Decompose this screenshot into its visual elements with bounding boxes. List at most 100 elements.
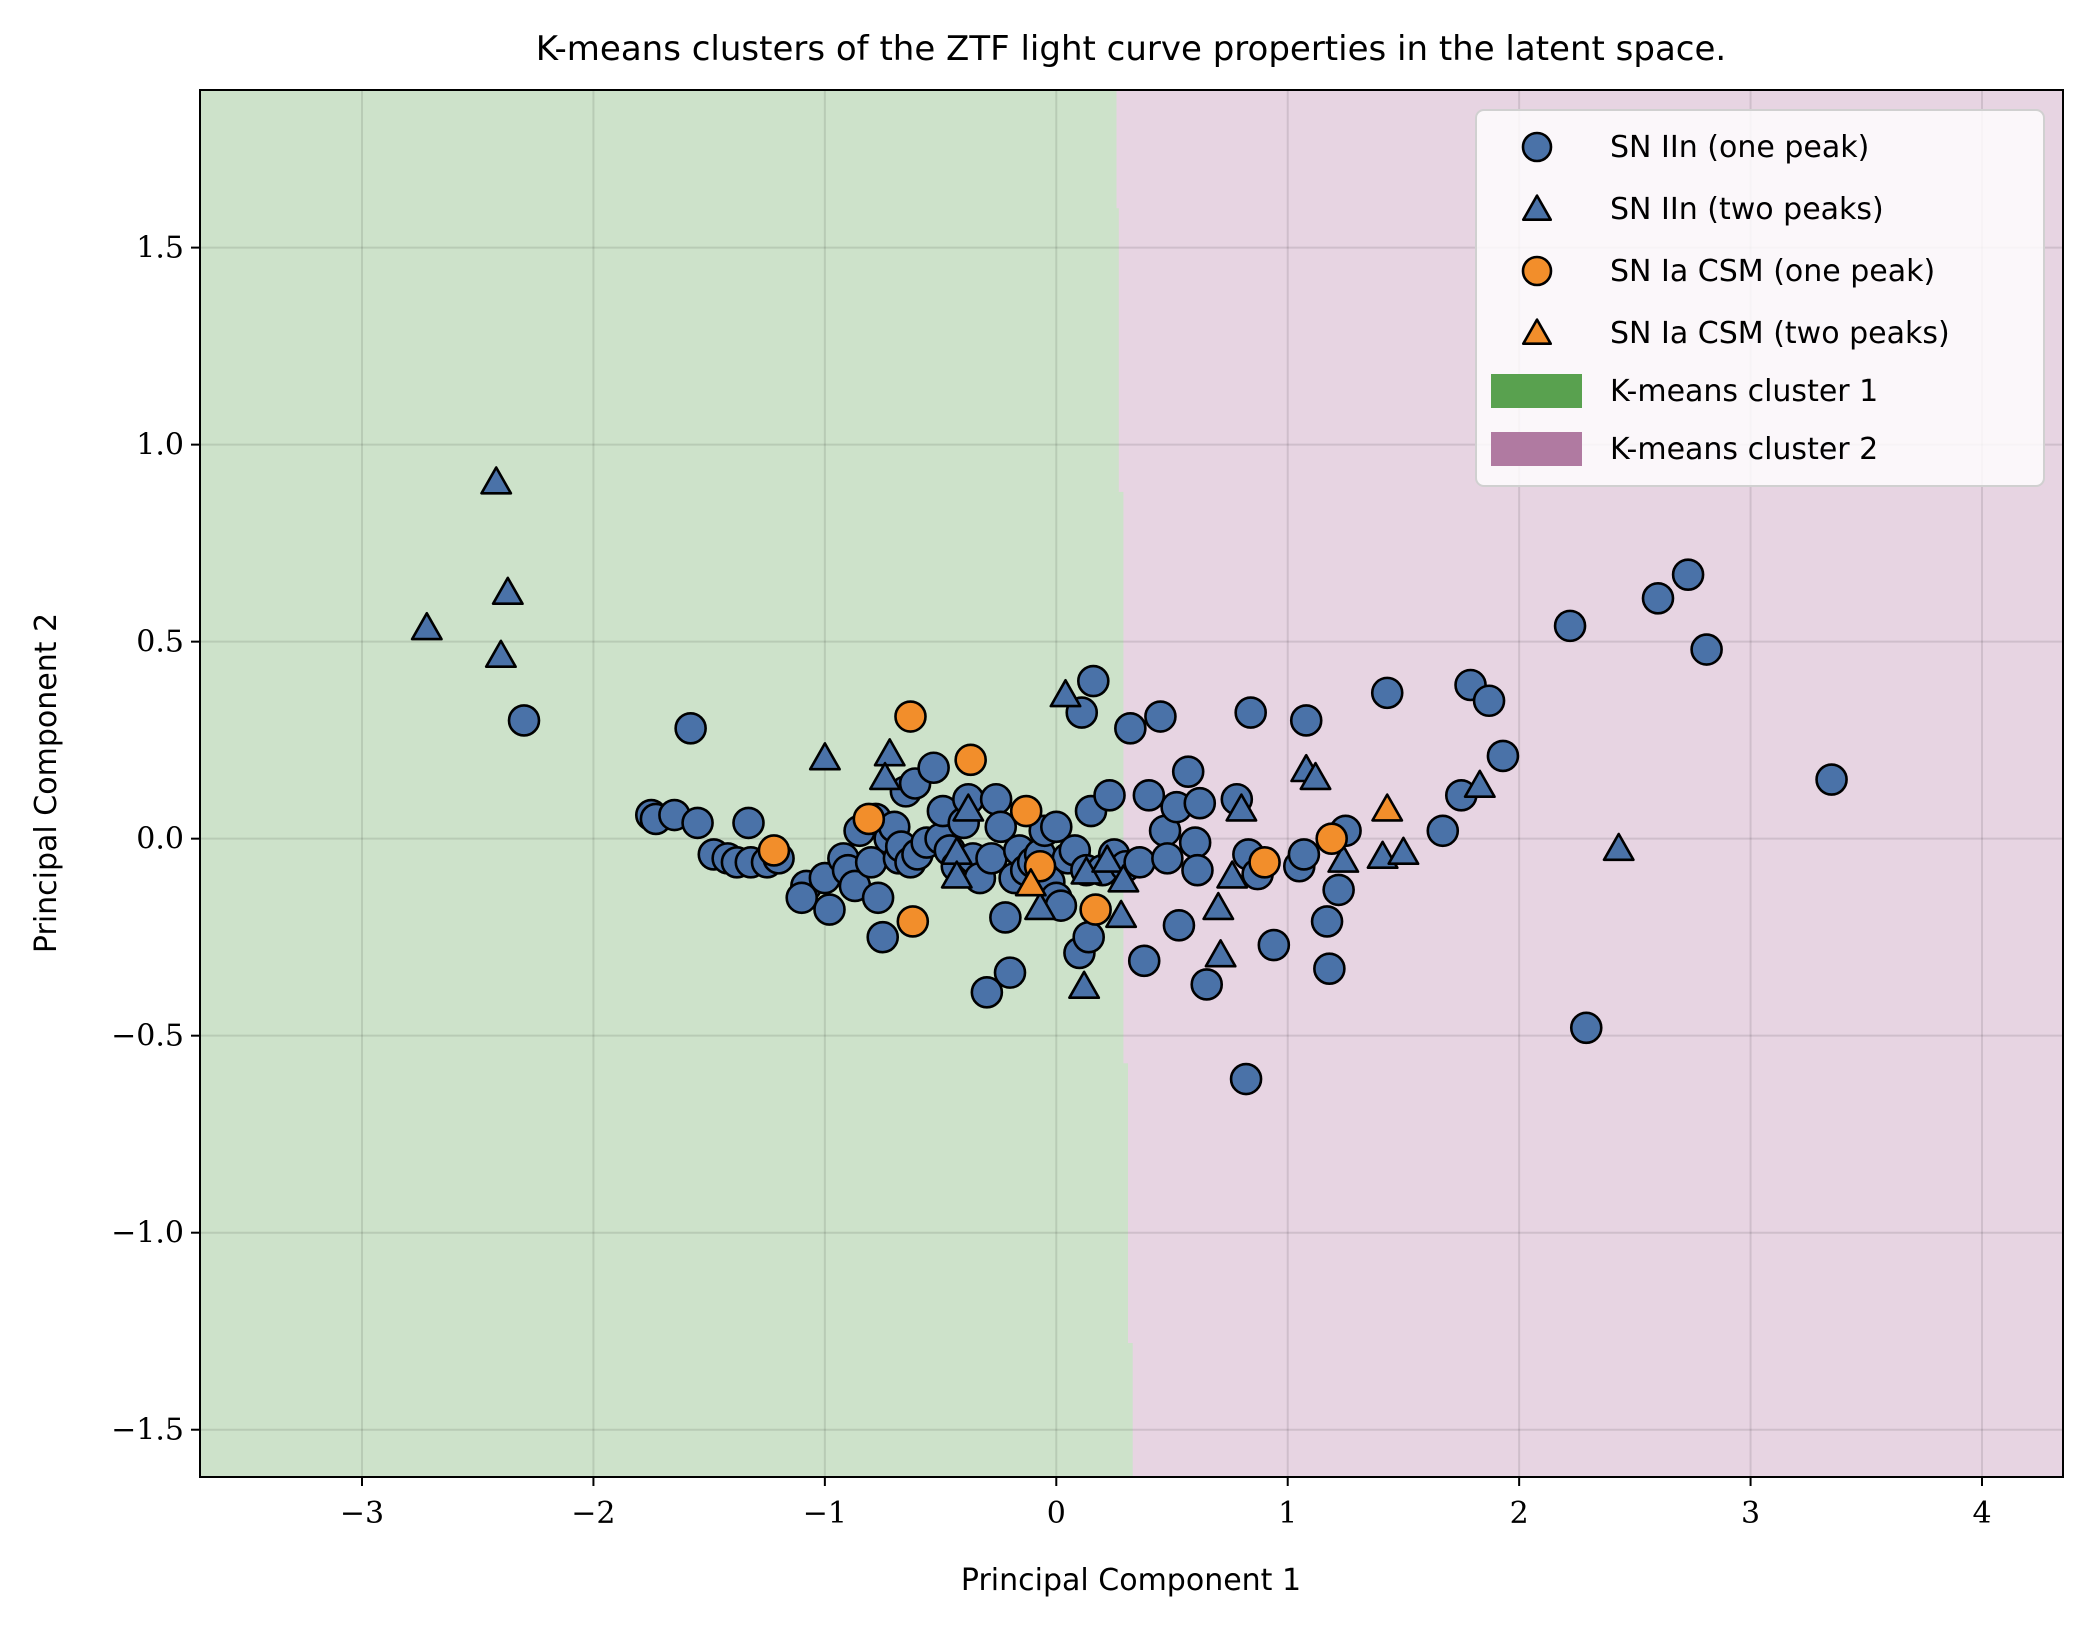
sn-ia-csm-two-peaks-point bbox=[1014, 868, 1047, 897]
x-tick-label: 1 bbox=[1278, 1496, 1297, 1531]
sn-iin-one-peak-point bbox=[1257, 928, 1291, 962]
legend-patch bbox=[1491, 432, 1582, 466]
sn-iin-two-peaks-point bbox=[940, 860, 973, 889]
sn-ia-csm-one-peak-point bbox=[894, 700, 927, 733]
y-tick-label: 1.0 bbox=[136, 428, 184, 463]
sn-iin-two-peaks-point bbox=[484, 639, 517, 669]
sn-iin-one-peak-point bbox=[993, 956, 1027, 989]
sn-iin-two-peaks-point bbox=[1091, 844, 1124, 873]
sn-iin-two-peaks-point bbox=[868, 761, 902, 791]
legend-label: SN IIn (two peaks) bbox=[1610, 192, 1884, 227]
sn-iin-two-peaks-point bbox=[1024, 891, 1057, 921]
x-tick-label: −3 bbox=[340, 1496, 384, 1531]
sn-iin-one-peak-point bbox=[1114, 712, 1147, 745]
y-tick-label: −0.5 bbox=[111, 1019, 184, 1054]
sn-iin-one-peak-point bbox=[674, 712, 707, 745]
sn-iin-one-peak-point bbox=[1072, 920, 1105, 954]
legend-label: SN Ia CSM (one peak) bbox=[1610, 254, 1935, 289]
sn-iin-one-peak-point bbox=[1190, 968, 1224, 1001]
sn-iin-two-peaks-point bbox=[1225, 793, 1258, 822]
y-axis-ticks: −1.5 −1.0 −0.5 0.0 0.5 1.0 1.5 bbox=[111, 231, 200, 1448]
sn-iin-one-peak-point bbox=[1553, 609, 1587, 643]
sn-iin-one-peak-point bbox=[917, 751, 950, 785]
sn-iin-two-peaks-point bbox=[480, 466, 513, 495]
x-tick-label: −2 bbox=[571, 1496, 615, 1531]
sn-iin-one-peak-point bbox=[732, 806, 765, 840]
data-points bbox=[410, 466, 1848, 1096]
legend: SN IIn (one peak) SN IIn (two peaks) SN Ia… bbox=[1475, 109, 2045, 487]
y-tick-label: 0.5 bbox=[136, 625, 184, 660]
sn-iin-two-peaks-point bbox=[1049, 678, 1082, 708]
sn-ia-csm-one-peak-point bbox=[954, 743, 987, 777]
sn-iin-one-peak-point bbox=[1310, 905, 1344, 938]
x-tick-label: 3 bbox=[1741, 1496, 1760, 1531]
sn-iin-one-peak-point bbox=[1690, 633, 1723, 666]
sn-iin-one-peak-point bbox=[1671, 558, 1705, 591]
sn-iin-two-peaks-point bbox=[1463, 769, 1496, 799]
sn-iin-one-peak-point bbox=[1486, 739, 1520, 773]
chart-title: K-means clusters of the ZTF light curve … bbox=[536, 29, 1726, 69]
x-axis-ticks: −3 −2 −1 0 1 2 3 4 bbox=[340, 1477, 1992, 1531]
sn-iin-two-peaks-point bbox=[1107, 864, 1140, 893]
x-tick-label: 4 bbox=[1972, 1496, 1991, 1531]
sn-iin-two-peaks-point bbox=[1202, 891, 1235, 921]
sn-ia-csm-one-peak-point bbox=[896, 905, 930, 938]
sn-iin-one-peak-point bbox=[1815, 763, 1848, 796]
legend-marker bbox=[1522, 194, 1552, 221]
sn-ia-csm-one-peak-point bbox=[1315, 822, 1348, 855]
sn-iin-two-peaks-point bbox=[1216, 860, 1249, 889]
y-tick-label: −1.0 bbox=[111, 1216, 184, 1251]
x-tick-label: −1 bbox=[803, 1496, 847, 1531]
sn-iin-two-peaks-point bbox=[1327, 844, 1360, 873]
legend-patch bbox=[1491, 374, 1582, 408]
sn-iin-one-peak-point bbox=[1132, 779, 1166, 812]
sn-iin-two-peaks-point bbox=[952, 793, 985, 822]
x-tick-label: 0 bbox=[1047, 1496, 1066, 1531]
sn-iin-two-peaks-point bbox=[808, 742, 841, 771]
sn-iin-one-peak-point bbox=[1178, 826, 1212, 859]
sn-iin-one-peak-point bbox=[1287, 838, 1321, 871]
sn-iin-one-peak-point bbox=[1322, 873, 1355, 907]
sn-iin-one-peak-point bbox=[507, 704, 541, 737]
plot-frame bbox=[199, 89, 2064, 1478]
sn-iin-two-peaks-point bbox=[1299, 761, 1332, 791]
legend-marker bbox=[1521, 255, 1553, 287]
legend-label: K-means cluster 1 bbox=[1610, 374, 1878, 409]
sn-iin-one-peak-point bbox=[989, 901, 1022, 934]
sn-ia-csm-one-peak-point bbox=[1248, 846, 1281, 879]
sn-iin-one-peak-point bbox=[1289, 704, 1323, 737]
sn-iin-one-peak-point bbox=[1123, 846, 1156, 879]
sn-iin-two-peaks-point bbox=[491, 576, 524, 606]
legend-marker bbox=[1522, 318, 1552, 346]
legend-frame bbox=[1475, 109, 2045, 487]
grid bbox=[200, 90, 2063, 1477]
sn-ia-csm-one-peak-point bbox=[1009, 794, 1043, 828]
sn-ia-csm-one-peak-point bbox=[757, 834, 791, 867]
sn-iin-one-peak-point bbox=[681, 806, 714, 840]
sn-iin-two-peaks-point bbox=[1105, 899, 1138, 929]
sn-iin-one-peak-point bbox=[1144, 700, 1177, 733]
y-tick-label: −1.5 bbox=[111, 1413, 184, 1448]
sn-iin-one-peak-point bbox=[979, 782, 1013, 816]
sn-iin-two-peaks-point bbox=[1204, 939, 1237, 968]
sn-iin-one-peak-point bbox=[785, 881, 819, 915]
y-axis-label: Principal Component 2 bbox=[29, 613, 64, 953]
sn-ia-csm-two-peaks-point bbox=[1371, 793, 1404, 822]
legend-label: K-means cluster 2 bbox=[1610, 432, 1878, 467]
sn-iin-one-peak-point bbox=[1641, 582, 1675, 615]
sn-iin-two-peaks-point bbox=[1387, 836, 1420, 866]
legend-label: SN IIn (one peak) bbox=[1610, 130, 1869, 165]
y-tick-label: 0.0 bbox=[136, 822, 184, 857]
sn-iin-one-peak-point bbox=[1171, 755, 1205, 788]
sn-iin-one-peak-point bbox=[1569, 1011, 1603, 1045]
sn-iin-one-peak-point bbox=[813, 893, 846, 926]
x-tick-label: 2 bbox=[1510, 1496, 1529, 1531]
sn-iin-two-peaks-point bbox=[1068, 970, 1101, 1000]
sn-iin-one-peak-point bbox=[1127, 944, 1161, 978]
sn-iin-two-peaks-point bbox=[873, 738, 906, 767]
cluster-1-region bbox=[200, 90, 1133, 1477]
sn-iin-one-peak-point bbox=[1472, 684, 1506, 718]
sn-iin-one-peak-point bbox=[1151, 842, 1184, 875]
